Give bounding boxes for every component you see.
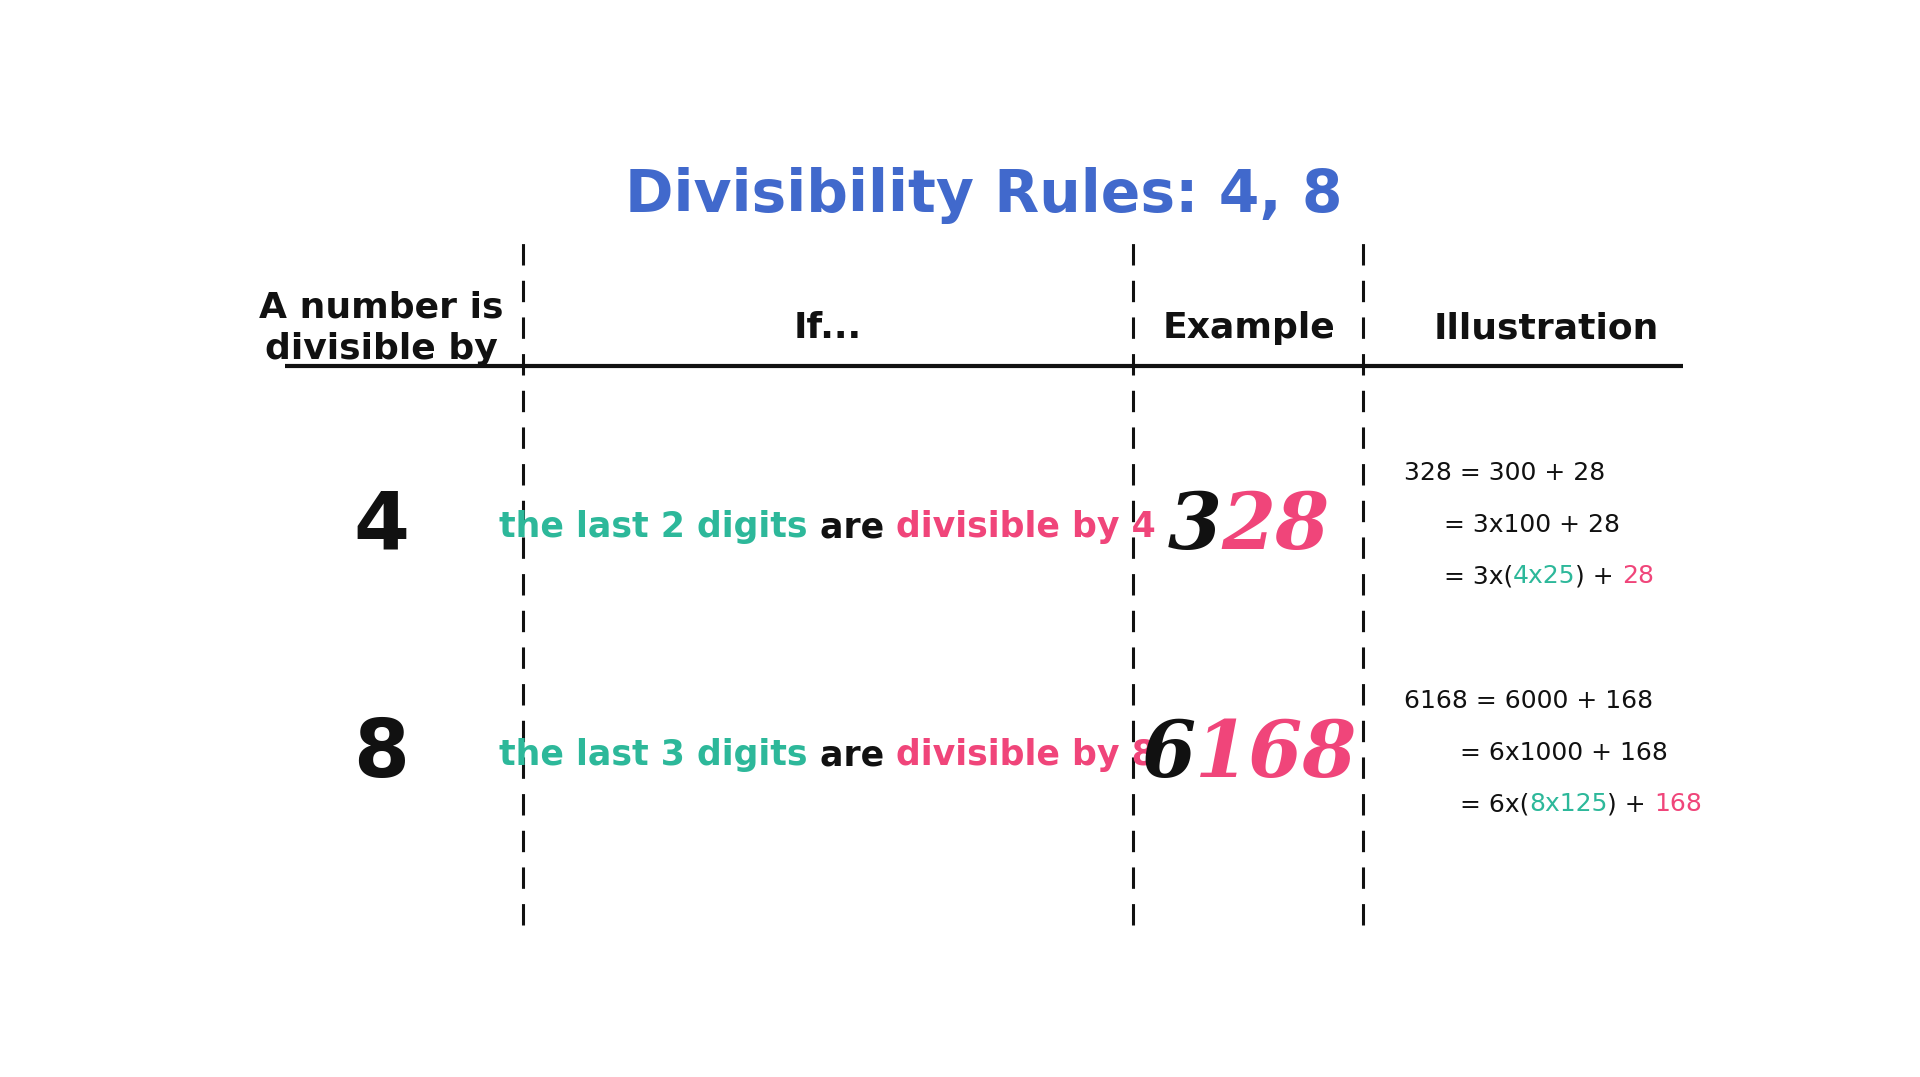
Text: are: are: [820, 510, 897, 544]
Text: the last 3 digits: the last 3 digits: [499, 739, 820, 772]
Text: ) +: ) +: [1607, 793, 1653, 816]
Text: = 3x(: = 3x(: [1404, 564, 1513, 588]
Text: 168: 168: [1653, 793, 1701, 816]
Text: are: are: [820, 739, 897, 772]
Text: 28: 28: [1221, 489, 1331, 565]
Text: Example: Example: [1162, 311, 1334, 346]
Text: divisible by 4: divisible by 4: [897, 510, 1156, 544]
Text: If...: If...: [793, 311, 862, 346]
Text: = 3x100 + 28: = 3x100 + 28: [1404, 513, 1620, 536]
Text: 28: 28: [1622, 564, 1653, 588]
Text: 328 = 300 + 28: 328 = 300 + 28: [1404, 461, 1605, 486]
Text: = 6x(: = 6x(: [1404, 793, 1528, 816]
Text: the last 2 digits: the last 2 digits: [499, 510, 820, 544]
Text: 6: 6: [1140, 717, 1194, 794]
Text: A number is
divisible by: A number is divisible by: [259, 290, 503, 366]
Text: 3: 3: [1167, 489, 1221, 565]
Text: divisible by 8: divisible by 8: [897, 739, 1156, 772]
Text: 4x25: 4x25: [1513, 564, 1576, 588]
Text: Illustration: Illustration: [1434, 311, 1659, 346]
Text: 4: 4: [353, 488, 409, 567]
Text: 8x125: 8x125: [1528, 793, 1607, 816]
Text: 6168 = 6000 + 168: 6168 = 6000 + 168: [1404, 689, 1653, 713]
Text: = 6x1000 + 168: = 6x1000 + 168: [1404, 741, 1667, 765]
Text: 8: 8: [353, 716, 409, 795]
Text: Divisibility Rules: 4, 8: Divisibility Rules: 4, 8: [626, 167, 1342, 224]
Text: ) +: ) +: [1576, 564, 1622, 588]
Text: 168: 168: [1194, 717, 1357, 794]
